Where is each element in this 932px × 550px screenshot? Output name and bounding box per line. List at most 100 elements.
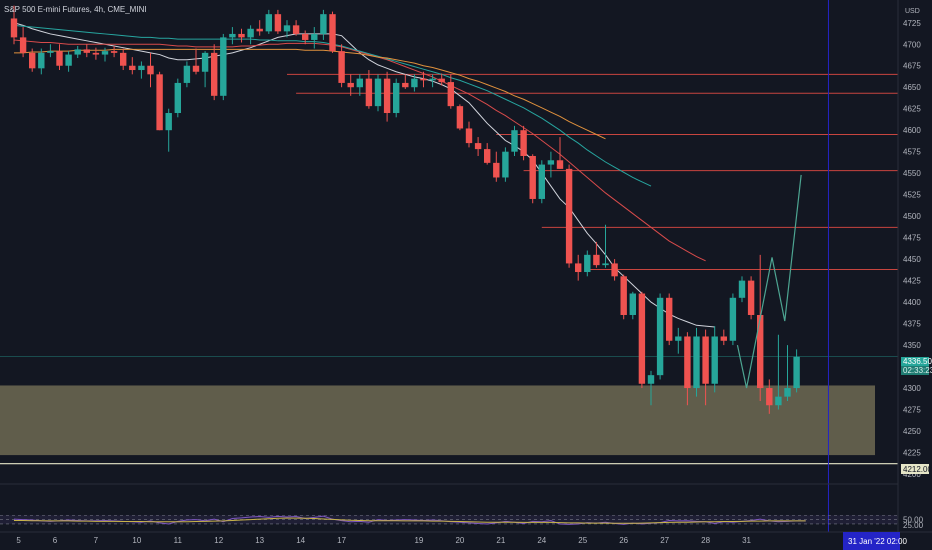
candle-body (19, 37, 27, 53)
price-tick-label: 4450 (903, 255, 921, 264)
time-tick-label: 27 (660, 536, 669, 545)
candle-body (656, 297, 664, 376)
candle-body (402, 82, 409, 88)
price-tick-label: 4475 (903, 234, 921, 243)
candle-body (593, 254, 600, 266)
time-tick-label: 6 (53, 536, 58, 545)
candle-body (383, 78, 391, 114)
price-tick-label: 4425 (903, 277, 921, 286)
resistance-levels (287, 73, 898, 270)
last-price-tag: 4336.50 (903, 357, 932, 366)
candle-body (520, 130, 527, 156)
price-tick-label: 4675 (903, 62, 921, 71)
candle-body (183, 65, 191, 83)
candle-body (720, 336, 727, 341)
candle-body (584, 254, 591, 273)
candle-body (129, 65, 136, 71)
candle-body (666, 297, 673, 341)
price-tick-label: 4650 (903, 83, 921, 92)
candle-body (311, 33, 318, 40)
time-tick-label: 13 (255, 536, 264, 545)
candle-body (493, 162, 500, 178)
candlesticks (10, 5, 800, 414)
symbol-title[interactable]: S&P 500 E-mini Futures, 4h, CME_MINI (4, 5, 147, 14)
time-tick-label: 19 (414, 536, 423, 545)
price-tick-label: 4200 (903, 470, 921, 479)
candle-body (220, 37, 227, 96)
price-tick-label: 4575 (903, 148, 921, 157)
price-tick-label: 4700 (903, 40, 921, 49)
price-tick-label: 4250 (903, 427, 921, 436)
candle-body (456, 106, 464, 129)
candle-body (747, 280, 755, 315)
price-tick-label: 4550 (903, 169, 921, 178)
candle-body (675, 336, 682, 341)
price-tick-label: 4500 (903, 212, 921, 221)
candle-body (484, 149, 491, 163)
candle-body (766, 388, 773, 406)
candle-body (110, 51, 118, 53)
candle-body (611, 263, 618, 277)
candle-body (201, 52, 209, 72)
level-4212-tag: 4212.00 (903, 465, 932, 474)
time-tick-label: 10 (132, 536, 141, 545)
candle-body (556, 160, 564, 169)
candle-body (738, 280, 746, 298)
rsi-tick-label: 25.00 (903, 521, 924, 530)
candle-body (784, 388, 791, 397)
candle-body (83, 49, 90, 53)
candle-body (693, 336, 700, 389)
time-axis[interactable]: 5 6 7 10 11 12 13 14 17 19 20 21 24 25 26 27 28 31 (0, 531, 932, 545)
candle-body (602, 263, 609, 266)
time-tag-bg (843, 532, 900, 550)
time-tick-label: 14 (296, 536, 305, 545)
last-price-tag-bg (901, 357, 929, 366)
candle-body (329, 14, 336, 52)
price-tick-label: 4725 (903, 19, 921, 28)
candle-body (793, 356, 800, 389)
candle-body (393, 82, 400, 114)
support-zone-box (0, 385, 875, 456)
moving-average-orange (14, 48, 606, 140)
candle-body (356, 78, 363, 88)
candle-body (629, 293, 636, 315)
time-tick-label: 26 (619, 536, 628, 545)
candle-body (192, 65, 200, 72)
candle-body (757, 314, 764, 389)
candle-body (702, 336, 709, 384)
time-tick-label: 20 (455, 536, 464, 545)
candle-body (247, 28, 254, 38)
candle-body (74, 49, 81, 55)
candle-body (447, 82, 454, 107)
candle-body (465, 128, 473, 144)
candle-body (529, 155, 536, 199)
candle-body (411, 78, 418, 88)
price-projection (736, 0, 829, 532)
time-marker-tag: 31 Jan '22 02:00 (848, 537, 907, 546)
time-tick-label: 12 (214, 536, 223, 545)
candle-body (620, 276, 627, 315)
price-tick-label: 4225 (903, 449, 921, 458)
candle-body (29, 52, 36, 69)
candle-body (347, 82, 354, 88)
time-tick-label: 5 (16, 536, 21, 545)
candle-body (138, 65, 145, 71)
candle-body (474, 143, 482, 150)
candle-body (420, 78, 427, 81)
projection-line (736, 174, 802, 389)
candle-body (211, 52, 218, 96)
time-tick-label: 7 (94, 536, 99, 545)
time-tick-label: 11 (174, 536, 183, 545)
candle-body (565, 168, 573, 264)
candle-body (374, 78, 382, 107)
candle-body (265, 14, 272, 32)
candle-body (65, 54, 72, 66)
price-tick-label: 4350 (903, 341, 921, 350)
candle-body (711, 336, 718, 384)
time-tick-label: 21 (496, 536, 505, 545)
candle-body (229, 33, 236, 38)
time-tick-label: 24 (537, 536, 546, 545)
price-tick-label: 4400 (903, 298, 921, 307)
candle-body (283, 25, 291, 32)
